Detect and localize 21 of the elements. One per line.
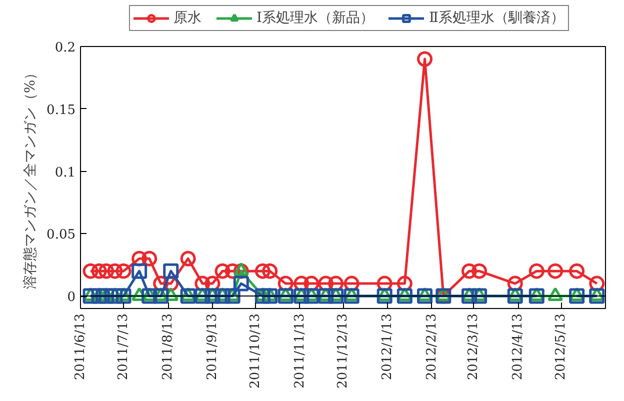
x-tick-label: 2011/8/13: [160, 313, 176, 380]
x-tick-label: 2012/1/13: [380, 313, 395, 380]
x-tick-label: 2012/5/13: [554, 313, 569, 380]
x-tick-label: 2011/10/13: [248, 313, 263, 388]
y-tick-label: 0.1: [54, 165, 76, 180]
legend-label: Ⅰ系処理水（新品）: [256, 9, 374, 27]
y-tick-label: 0.2: [54, 40, 76, 56]
x-tick-label: 2012/2/13: [424, 313, 440, 380]
legend-label: Ⅱ系処理水（馴養済）: [429, 9, 565, 27]
x-tick-label: 2011/7/13: [116, 313, 132, 380]
y-tick-label: 0.05: [46, 228, 76, 243]
x-tick-label: 2012/3/13: [466, 313, 482, 380]
x-tick-label: 2011/11/13: [292, 313, 308, 388]
legend-label: 原水: [173, 9, 202, 27]
y-axis-title: 溶存態マンガン／全マンガン（%）: [22, 66, 39, 290]
x-tick-label: 2011/12/13: [336, 313, 350, 388]
x-tick-label: 2011/9/13: [204, 313, 220, 380]
y-tick-label: 0: [67, 290, 76, 306]
y-tick-label: 0.15: [46, 102, 76, 118]
x-tick-label: 2012/4/13: [510, 313, 526, 380]
x-tick-label: 2011/6/13: [73, 313, 88, 380]
